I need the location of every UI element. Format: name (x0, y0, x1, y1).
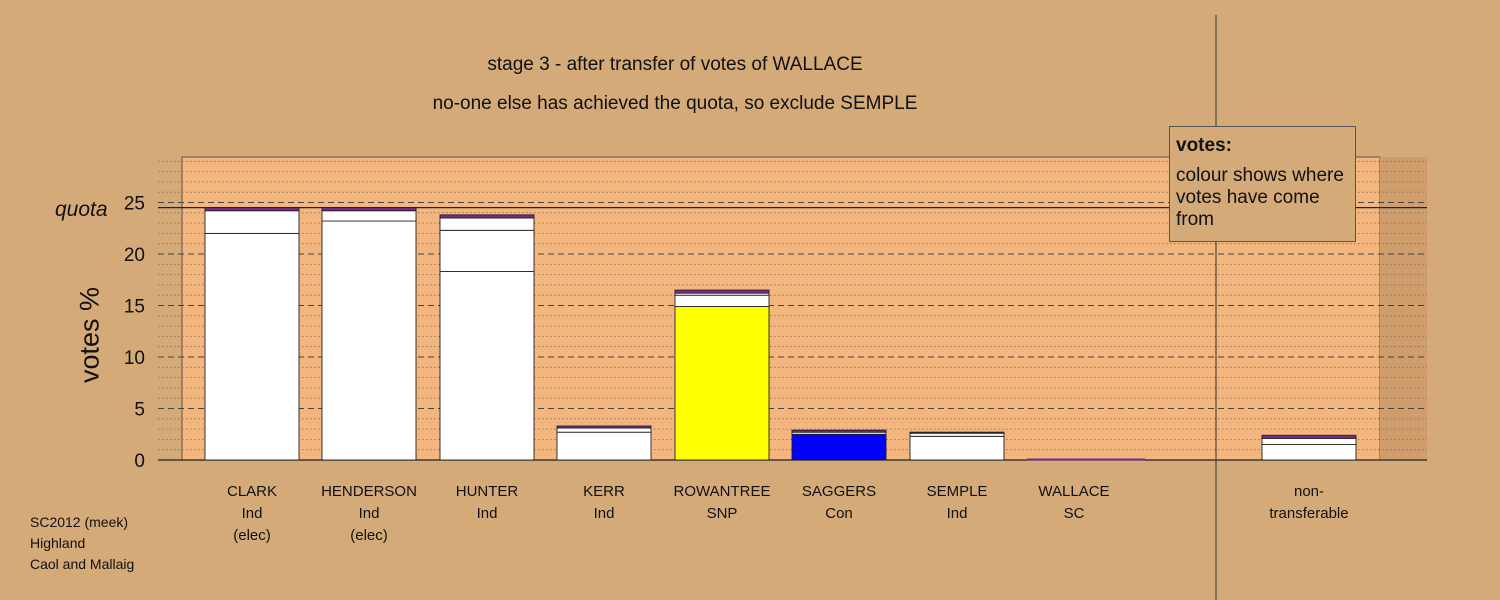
candidate-party-label: Ind (242, 505, 263, 522)
y-tick-label: 25 (124, 194, 145, 215)
bar-segment (1261, 437, 1357, 445)
candidate-name-label: HUNTER (456, 483, 519, 500)
bar-segment (674, 289, 770, 294)
quota-label: quota (55, 198, 108, 221)
bar-segment (321, 220, 417, 461)
legend-text: colour shows where votes have come from (1176, 165, 1344, 230)
candidate-name-label: ROWANTREE (674, 483, 771, 500)
y-tick-label: 5 (134, 400, 145, 421)
axis-labels: 0 5 10 15 20 25 CLARK Ind (elec) HENDERSON Ind (ele… (124, 194, 1349, 545)
legend-title: votes: (1176, 135, 1232, 156)
y-tick-label: 0 (134, 451, 145, 472)
bar-segment (556, 431, 652, 461)
bar-segment (674, 306, 770, 461)
footer-election: SC2012 (meek) (30, 514, 129, 530)
chart-subtitle: no-one else has achieved the quota, so e… (432, 93, 918, 114)
candidate-name-label: KERR (583, 483, 625, 500)
bar-segment (909, 431, 1005, 434)
chart-title: stage 3 - after transfer of votes of WAL… (487, 54, 863, 75)
candidate-status-label: (elec) (233, 527, 271, 544)
candidate-party-label: Ind (477, 505, 498, 522)
bar-segment (321, 207, 417, 212)
bar-segment (791, 433, 887, 461)
candidate-party-label: Ind (594, 505, 615, 522)
bar-segment (439, 229, 535, 272)
candidate-name-label: CLARK (227, 483, 277, 500)
footer-ward: Caol and Mallaig (30, 556, 135, 572)
bar-segment (909, 432, 1005, 437)
candidate-name-label: HENDERSON (321, 483, 417, 500)
bars (204, 207, 1357, 461)
bar-segment (556, 425, 652, 429)
bar-segment (791, 429, 887, 433)
candidate-party-label: Ind (359, 505, 380, 522)
legend: votes: colour shows where votes have com… (1169, 126, 1356, 242)
bar-segment (556, 427, 652, 433)
bar-segment (439, 217, 535, 231)
candidate-name-label: WALLACE (1038, 483, 1109, 500)
bar-segment (674, 294, 770, 307)
candidate-party-label: transferable (1269, 505, 1348, 522)
candidate-name-label: non- (1294, 483, 1324, 500)
bar-segment (1261, 434, 1357, 439)
bar-segment (439, 214, 535, 219)
bar-segment (204, 232, 300, 461)
bar-segment (439, 271, 535, 461)
bar-segment (909, 435, 1005, 461)
candidate-name-label: SAGGERS (802, 483, 876, 500)
y-tick-label: 10 (124, 348, 145, 369)
y-tick-label: 15 (124, 297, 145, 318)
bar-segment (204, 210, 300, 234)
footer-region: Highland (30, 535, 86, 551)
y-axis-label: votes % (74, 286, 105, 384)
y-tick-label: 20 (124, 245, 145, 266)
candidate-name-label: SEMPLE (927, 483, 988, 500)
candidate-party-label: Con (825, 505, 853, 522)
bar-segment (321, 210, 417, 222)
candidate-party-label: SC (1064, 505, 1085, 522)
bar-segment (1261, 444, 1357, 461)
bar-segment (204, 207, 300, 212)
candidate-status-label: (elec) (350, 527, 388, 544)
candidate-party-label: SNP (707, 505, 738, 522)
candidate-party-label: Ind (947, 505, 968, 522)
